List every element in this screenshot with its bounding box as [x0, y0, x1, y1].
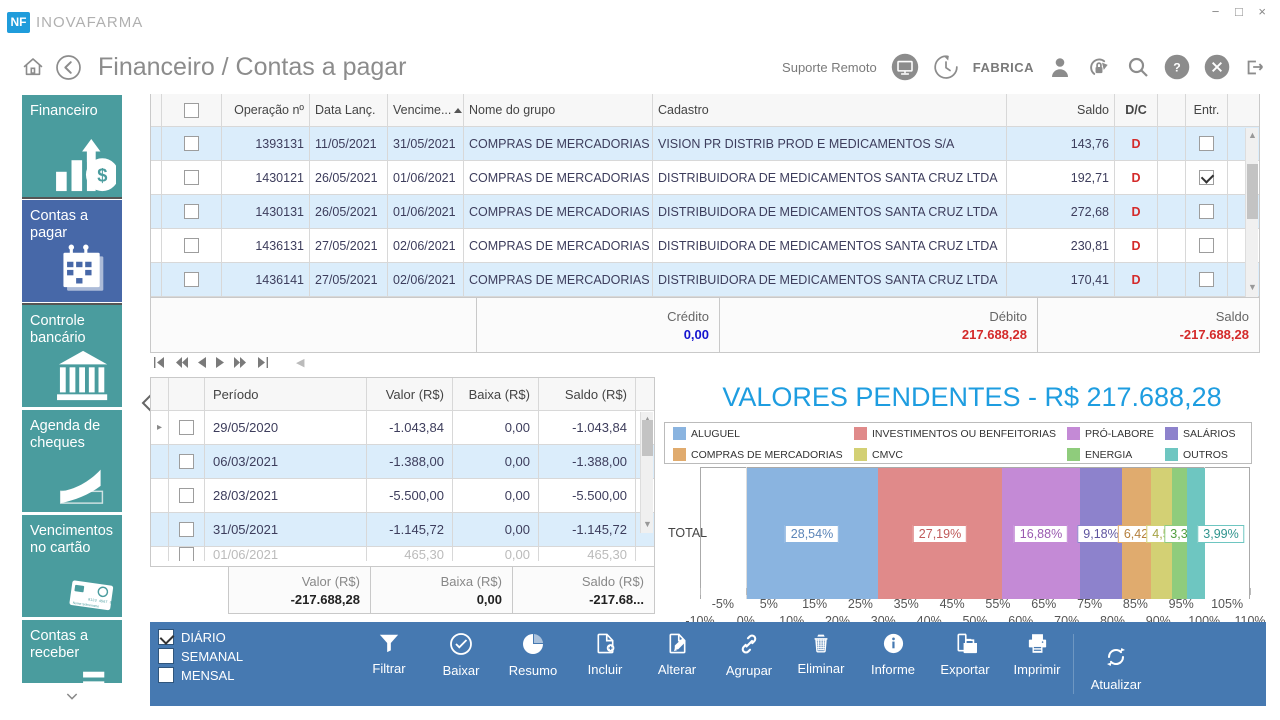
svg-text:?: ?	[1173, 60, 1181, 74]
svg-text:$: $	[97, 164, 107, 185]
